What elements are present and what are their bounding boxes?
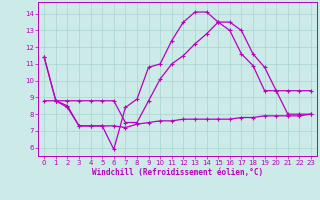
X-axis label: Windchill (Refroidissement éolien,°C): Windchill (Refroidissement éolien,°C) — [92, 168, 263, 177]
